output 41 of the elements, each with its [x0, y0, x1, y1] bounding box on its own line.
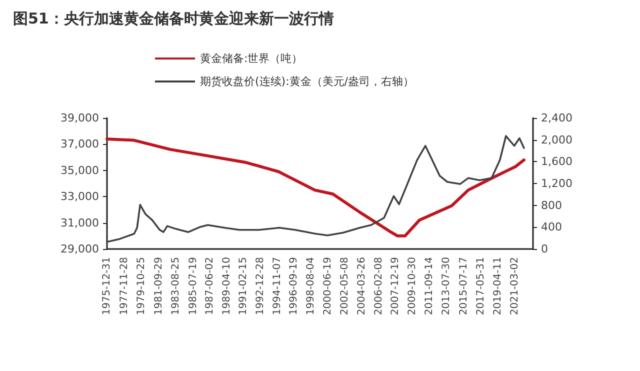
x-tick-label: 2004-03-26 [356, 257, 368, 316]
y2-tick-label: 0 [541, 242, 548, 256]
y2-tick-label: 2,400 [541, 112, 572, 124]
x-tick-label: 2011-09-14 [424, 257, 435, 316]
legend-label: 黄金储备:世界（吨） [200, 52, 303, 65]
y-tick-label: 31,000 [60, 216, 99, 230]
x-tick-label: 2013-07-30 [440, 257, 452, 316]
x-tick-label: 1998-08-04 [306, 257, 317, 316]
x-tick-label: 1996-09-19 [288, 257, 300, 316]
x-tick-label: 1992-12-28 [254, 257, 266, 316]
x-tick-label: 1991-02-15 [238, 257, 250, 316]
x-tick-label: 1987-06-02 [204, 257, 216, 316]
y2-tick-label: 1,200 [541, 177, 572, 190]
x-tick-label: 1977-11-28 [118, 257, 130, 316]
y-tick-label: 39,000 [60, 112, 99, 124]
x-tick-label: 1979-10-25 [136, 257, 147, 316]
y2-tick-label: 1,600 [541, 155, 572, 168]
x-tick-label: 2017-05-31 [476, 257, 487, 316]
y2-tick-label: 400 [541, 220, 562, 234]
legend-label: 期货收盘价(连续):黄金（美元/盎司，右轴） [200, 75, 414, 88]
chart-title: 图51：央行加速黄金储备时黄金迎来新一波行情 [13, 10, 334, 28]
x-tick-label: 1989-04-10 [221, 257, 232, 316]
y-tick-label: 33,000 [60, 190, 99, 204]
x-tick-label: 2002-05-08 [340, 257, 351, 316]
x-tick-label: 1985-07-19 [188, 257, 199, 316]
y-tick-label: 29,000 [60, 242, 99, 256]
x-tick-label: 1994-11-07 [272, 257, 283, 316]
x-tick-label: 2009-10-30 [407, 257, 418, 316]
y-tick-label: 37,000 [60, 138, 99, 151]
x-tick-label: 1981-09-29 [153, 257, 164, 316]
x-tick-label: 2006-02-08 [373, 257, 384, 316]
y-tick-label: 35,000 [60, 164, 99, 177]
x-tick-label: 2019-04-11 [492, 257, 504, 316]
x-tick-label: 2021-03-02 [509, 257, 520, 316]
y2-tick-label: 2,000 [541, 133, 572, 146]
x-tick-label: 2015-07-17 [458, 257, 470, 316]
y2-tick-label: 800 [541, 198, 562, 212]
x-tick-label: 1975-12-31 [102, 257, 112, 316]
x-tick-label: 1983-08-25 [170, 257, 182, 316]
x-tick-label: 2000-06-19 [322, 257, 334, 316]
x-tick-label: 2007-12-19 [390, 257, 402, 316]
